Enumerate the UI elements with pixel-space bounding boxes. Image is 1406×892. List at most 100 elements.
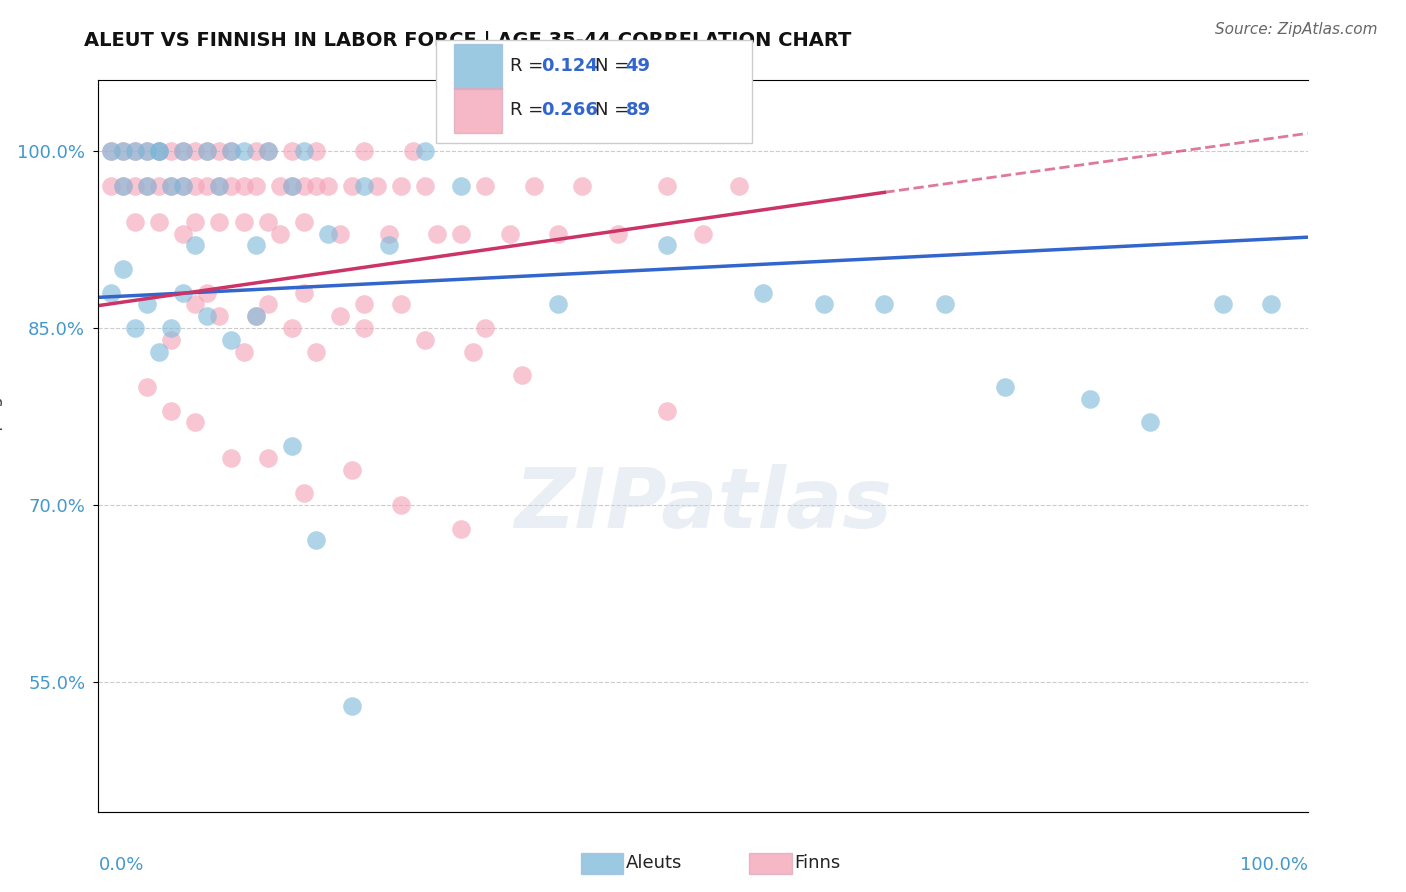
Point [160,403,183,417]
Point [111,179,134,194]
Point [184,215,207,229]
Point [135,380,157,394]
Point [389,297,412,311]
Text: R =: R = [510,101,550,120]
Text: 100.0%: 100.0% [1240,855,1308,873]
Point [353,144,375,158]
Point [728,179,751,194]
Point [208,144,231,158]
Point [413,144,436,158]
Point [208,179,231,194]
Text: 49: 49 [626,57,651,75]
Point [498,227,520,241]
Point [655,238,678,252]
Point [316,227,339,241]
Text: Aleuts: Aleuts [626,855,682,872]
Point [232,344,254,359]
Point [172,144,194,158]
Point [655,403,678,417]
Point [184,144,207,158]
Point [245,310,267,324]
Point [402,144,425,158]
Point [245,144,267,158]
Point [184,179,207,194]
Point [547,297,569,311]
Point [232,179,254,194]
Point [111,179,134,194]
Point [195,179,218,194]
Point [256,297,278,311]
Point [100,285,122,300]
Point [172,179,194,194]
Point [100,179,122,194]
Point [413,179,436,194]
Point [195,144,218,158]
Point [160,179,183,194]
Text: 0.124: 0.124 [541,57,598,75]
Point [873,297,896,311]
Point [329,227,352,241]
Point [655,179,678,194]
Point [135,144,157,158]
Point [184,297,207,311]
Point [172,179,194,194]
Point [148,144,170,158]
Point [245,238,267,252]
Point [124,144,146,158]
Point [135,179,157,194]
Point [100,144,122,158]
Point [305,533,328,548]
Point [450,179,472,194]
Point [474,179,496,194]
Point [221,450,243,465]
Point [135,297,157,311]
Point [100,144,122,158]
Point [366,179,388,194]
Point [389,179,412,194]
Point [256,144,278,158]
Point [172,227,194,241]
Text: R =: R = [510,57,550,75]
Point [281,144,304,158]
Point [160,321,183,335]
Point [813,297,835,311]
Point [1078,392,1101,406]
Point [353,297,375,311]
Point [111,262,134,277]
Point [994,380,1017,394]
Point [523,179,546,194]
Point [281,321,304,335]
Point [1139,416,1161,430]
Point [124,321,146,335]
Point [450,522,472,536]
Point [160,333,183,347]
Point [281,179,304,194]
Point [413,333,436,347]
Point [256,215,278,229]
Point [281,179,304,194]
Point [232,215,254,229]
Point [184,238,207,252]
Point [510,368,533,383]
Point [148,144,170,158]
Point [316,179,339,194]
Point [148,144,170,158]
Point [305,179,328,194]
Point [752,285,775,300]
Point [692,227,714,241]
Point [342,698,364,713]
Point [1212,297,1234,311]
Text: N =: N = [595,57,634,75]
Point [195,144,218,158]
Point [353,179,375,194]
Point [450,227,472,241]
Point [172,285,194,300]
Point [221,333,243,347]
Point [269,227,291,241]
Point [353,321,375,335]
Point [172,144,194,158]
Point [208,215,231,229]
Point [245,179,267,194]
Point [160,179,183,194]
Point [329,310,352,324]
